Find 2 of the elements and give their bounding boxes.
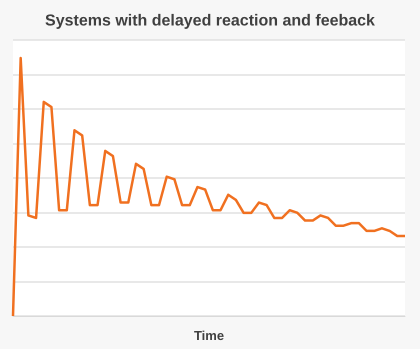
chart-title: Systems with delayed reaction and feeback	[45, 12, 376, 30]
x-axis-title: Time	[194, 328, 224, 343]
